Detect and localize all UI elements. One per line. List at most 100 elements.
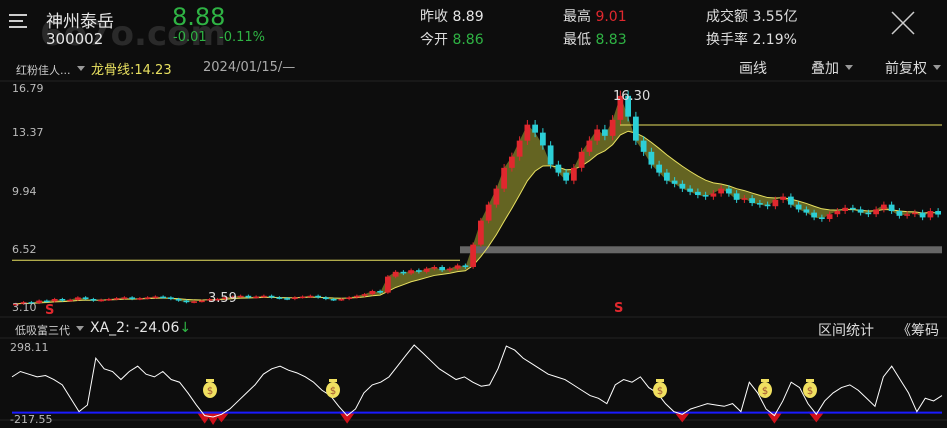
menu-icon[interactable]	[9, 14, 29, 30]
candle	[315, 295, 321, 298]
candle	[447, 268, 453, 271]
candle	[160, 296, 166, 299]
candle	[733, 193, 740, 200]
sub-indicator-selector[interactable]: 低吸富三代	[15, 322, 84, 338]
y-tick: 6.52	[12, 243, 37, 256]
close-icon[interactable]	[890, 10, 916, 36]
threshold-fill	[338, 411, 356, 424]
candle	[20, 302, 27, 304]
candle	[602, 129, 608, 136]
candle	[509, 156, 515, 168]
candle	[462, 265, 469, 268]
candle	[842, 207, 848, 212]
stat-5: 换手率 2.19%	[706, 29, 797, 49]
y-tick: 3.10	[12, 301, 37, 314]
stat-value: 8.86	[452, 32, 484, 48]
stat-2: 最高 9.01	[563, 6, 627, 26]
y-tick: 9.94	[12, 185, 37, 198]
candle	[656, 164, 662, 173]
candle	[369, 291, 376, 295]
candle	[431, 267, 438, 269]
svg-text:$: $	[207, 386, 213, 397]
stat-label: 今开	[420, 32, 448, 48]
candle	[563, 172, 569, 181]
candle	[741, 198, 748, 200]
candle	[361, 294, 368, 296]
overlay-button[interactable]: 叠加	[811, 58, 853, 78]
candle	[788, 196, 794, 205]
threshold-fill	[807, 411, 825, 423]
stat-label: 换手率	[706, 32, 748, 48]
sub-y-tick: -217.55	[10, 413, 53, 426]
candle	[299, 296, 306, 299]
stat-1: 今开 8.86	[420, 29, 484, 49]
price-change: -0.01	[173, 30, 207, 45]
sell-signal: S	[614, 301, 624, 316]
candle	[323, 297, 329, 300]
interval-stats-button[interactable]: 区间统计	[818, 323, 874, 339]
candle	[757, 203, 763, 205]
money-bag-icon: $	[758, 379, 772, 398]
candle	[671, 180, 678, 184]
threshold-fill	[213, 411, 230, 423]
candle	[44, 300, 50, 303]
candle	[416, 270, 422, 272]
candle	[896, 211, 903, 216]
candle	[423, 268, 430, 272]
candle	[555, 164, 562, 173]
candle	[90, 299, 97, 301]
candle	[633, 116, 639, 141]
candle	[478, 220, 484, 245]
candle	[718, 188, 724, 194]
adjust-button[interactable]: 前复权	[885, 58, 941, 78]
watermark: 6o7o.com	[40, 14, 226, 54]
candle	[206, 299, 213, 301]
chips-button[interactable]: 《筹码	[897, 323, 939, 339]
down-arrow-icon: ↓	[179, 320, 192, 336]
stat-4: 成交额 3.55亿	[706, 6, 798, 26]
candle	[175, 299, 182, 301]
candle	[865, 212, 872, 215]
candle	[625, 95, 631, 117]
candle	[540, 132, 546, 146]
svg-text:$: $	[807, 386, 813, 397]
svg-text:$: $	[762, 386, 768, 397]
candle	[726, 188, 732, 194]
high-label: 16.30	[613, 89, 651, 104]
candle	[144, 297, 151, 299]
candle	[268, 295, 275, 298]
candle	[904, 214, 910, 216]
candle	[547, 145, 554, 165]
price-change-pct: -0.11%	[219, 30, 265, 45]
candle	[617, 95, 624, 120]
candle	[106, 299, 112, 301]
candle	[532, 124, 538, 133]
candle	[245, 295, 252, 298]
candle	[400, 271, 407, 274]
candle	[439, 267, 445, 271]
sub-y-tick: 298.11	[10, 341, 49, 354]
svg-text:$: $	[657, 386, 663, 397]
candle	[354, 295, 360, 298]
candle	[919, 212, 926, 218]
candle	[912, 212, 918, 215]
candle	[67, 299, 73, 302]
candle	[594, 129, 600, 141]
svg-text:$: $	[330, 386, 336, 397]
candle	[501, 167, 507, 189]
date-label: 2024/01/15/—	[203, 60, 296, 75]
candle	[75, 297, 81, 300]
stat-label: 最低	[563, 32, 591, 48]
current-price: 8.88	[172, 3, 226, 31]
ma-line	[15, 130, 939, 305]
dragon-line-value: 龙骨线:14.23	[91, 63, 172, 78]
candle	[51, 299, 58, 302]
candle	[524, 124, 531, 141]
money-bag-icon: $	[803, 379, 817, 398]
candle	[346, 297, 352, 300]
candle	[648, 151, 655, 165]
draw-line-button[interactable]: 画线	[739, 61, 767, 77]
candle	[276, 297, 283, 299]
indicator-selector[interactable]: 红粉佳人...	[16, 62, 85, 78]
